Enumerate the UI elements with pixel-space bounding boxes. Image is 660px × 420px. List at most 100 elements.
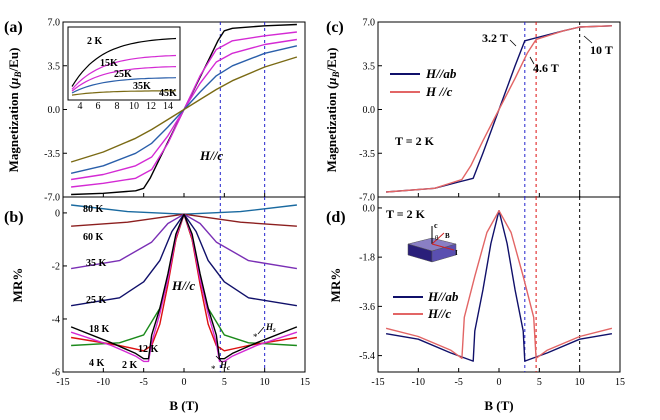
inset-label-45k: 45K — [159, 88, 177, 99]
panel-c-ylabel: Magnetization (μB/Eu) — [324, 48, 341, 173]
inset-xtick-4: 12 — [146, 101, 156, 112]
panel-c-plot — [377, 21, 621, 198]
panel-a-field-annotation: H//c — [199, 148, 223, 163]
panel-b-xlabel: B (T) — [169, 398, 198, 413]
legend-d-label-hc: H//c — [427, 306, 451, 321]
ytick-label-d-0: -5.4 — [359, 351, 375, 362]
ytick-label-b-2: -2 — [52, 261, 60, 272]
series-a-4 — [70, 56, 298, 163]
hs-marker-arrow — [257, 326, 265, 335]
legend-d-label-hab: H//ab — [427, 289, 459, 304]
inset-xtick-5: 14 — [163, 101, 173, 112]
xtick-label-b-3: 0 — [182, 377, 187, 388]
inset-xtick-0: 4 — [78, 101, 83, 112]
arrow-4p6t — [529, 56, 535, 65]
panel-a-plot — [62, 21, 306, 198]
inset-xtick-2: 8 — [115, 101, 120, 112]
panel-c-label: (c) — [326, 19, 344, 36]
inset-series-1 — [71, 54, 177, 90]
panel-d-temp: T = 2 K — [386, 207, 426, 221]
field-label-10t: 10 T — [590, 43, 613, 57]
panel-b-label: (b) — [4, 209, 24, 226]
ytick-label-c-3: 3.5 — [363, 61, 376, 72]
ytick-label-a-1: -3.5 — [44, 149, 60, 160]
mr-label-4k: 4 K — [89, 358, 105, 369]
crystal-label-i: I — [455, 249, 458, 257]
panel-d-legend: H//ab H//c — [393, 289, 459, 321]
inset-label-25k: 25K — [114, 69, 132, 80]
ytick-label-c-0: -7.0 — [359, 193, 375, 204]
crystal-diagram: c θ B I — [407, 221, 458, 263]
inset-xtick-3: 10 — [129, 101, 139, 112]
panel-d-plot — [377, 197, 621, 372]
series-d-0 — [385, 210, 613, 362]
panel-d-label: (d) — [326, 209, 346, 226]
field-label-3p2t: 3.2 T — [482, 31, 508, 45]
inset-label-15k: 15K — [100, 58, 118, 69]
panel-d-ylabel: MR% — [328, 268, 343, 303]
ytick-label-b-1: -4 — [52, 314, 60, 325]
panel-a-inset: 2 K 15K 25K 35K 45K 4 6 8 10 12 14 — [67, 26, 181, 112]
xtick-label-b-5: 10 — [260, 377, 270, 388]
crystal-label-b: B — [445, 232, 450, 240]
xtick-label-b-2: -5 — [139, 377, 147, 388]
mr-label-12k: 12 K — [138, 344, 159, 355]
b-axis-arrow — [431, 232, 445, 245]
panel-b-plot — [62, 197, 306, 373]
panel-c-legend: H//ab H //c — [390, 66, 457, 99]
inset-series-2 — [71, 66, 177, 92]
ytick-label-d-2: -1.8 — [359, 253, 375, 264]
field-label-4p6t: 4.6 T — [533, 61, 559, 75]
hs-label: Hs — [265, 322, 276, 334]
panel-c-temp: T = 2 K — [395, 134, 435, 148]
panel-b-ylabel: MR% — [10, 268, 25, 303]
xtick-label-d-2: -5 — [454, 377, 462, 388]
panel-a-ylabel: Magnetization (μB/Eu) — [6, 48, 23, 173]
legend-label-hab: H//ab — [425, 66, 457, 81]
inset-label-35k: 35K — [133, 81, 151, 92]
xtick-label-d-0: -15 — [371, 377, 384, 388]
ytick-label-d-1: -3.6 — [359, 302, 375, 313]
inset-series-4 — [71, 90, 176, 96]
panel-d-frame — [377, 196, 621, 373]
mr-label-60k: 60 K — [83, 232, 104, 243]
tick-labels: -7.0 -3.5 0.0 3.5 7.0 -15 -10 -5 0 5 10 15 -6 -4 -2 0 -7… — [44, 18, 625, 389]
hs-marker-star: * — [253, 332, 258, 342]
inset-series-3 — [71, 77, 177, 94]
mr-label-18k: 18 K — [89, 324, 110, 335]
mr-label-25k: 25 K — [86, 295, 107, 306]
xtick-label-b-6: 15 — [300, 377, 310, 388]
series-b-7 — [70, 213, 298, 360]
xtick-label-b-0: -15 — [56, 377, 69, 388]
xtick-label-d-4: 5 — [537, 377, 542, 388]
mr-label-80k: 80 K — [83, 204, 104, 215]
ytick-label-c-1: -3.5 — [359, 149, 375, 160]
ytick-label-a-3: 3.5 — [48, 61, 61, 72]
panel-a-label: (a) — [4, 19, 23, 36]
hc-label: Hc — [219, 360, 230, 372]
arrow-3p2t — [509, 39, 517, 47]
xtick-label-d-3: 0 — [497, 377, 502, 388]
xtick-label-d-5: 10 — [575, 377, 585, 388]
ytick-label-b-0: -6 — [52, 368, 60, 379]
crystal-label-theta: θ — [435, 234, 439, 242]
ytick-label-c-4: 7.0 — [363, 18, 376, 29]
i-axis-arrow — [431, 243, 455, 251]
inset-series-0 — [71, 37, 177, 87]
ytick-label-a-0: -7.0 — [44, 193, 60, 204]
mr-label-35k: 35 K — [86, 258, 107, 269]
ytick-label-d-3: 0.0 — [363, 203, 376, 214]
xtick-label-b-4: 5 — [222, 377, 227, 388]
ytick-label-b-3: 0 — [55, 208, 60, 219]
xtick-label-d-1: -10 — [412, 377, 425, 388]
panel-d-xlabel: B (T) — [484, 398, 513, 413]
xtick-label-d-6: 15 — [615, 377, 625, 388]
hc-marker-star: * — [211, 364, 216, 374]
legend-label-hc: H //c — [425, 84, 453, 99]
series-d-1 — [385, 210, 613, 359]
hc-marker-arrow — [215, 355, 223, 363]
panel-b-field-annotation: H//c — [171, 278, 195, 293]
series-c-1 — [386, 25, 612, 193]
arrow-10t — [583, 35, 593, 44]
